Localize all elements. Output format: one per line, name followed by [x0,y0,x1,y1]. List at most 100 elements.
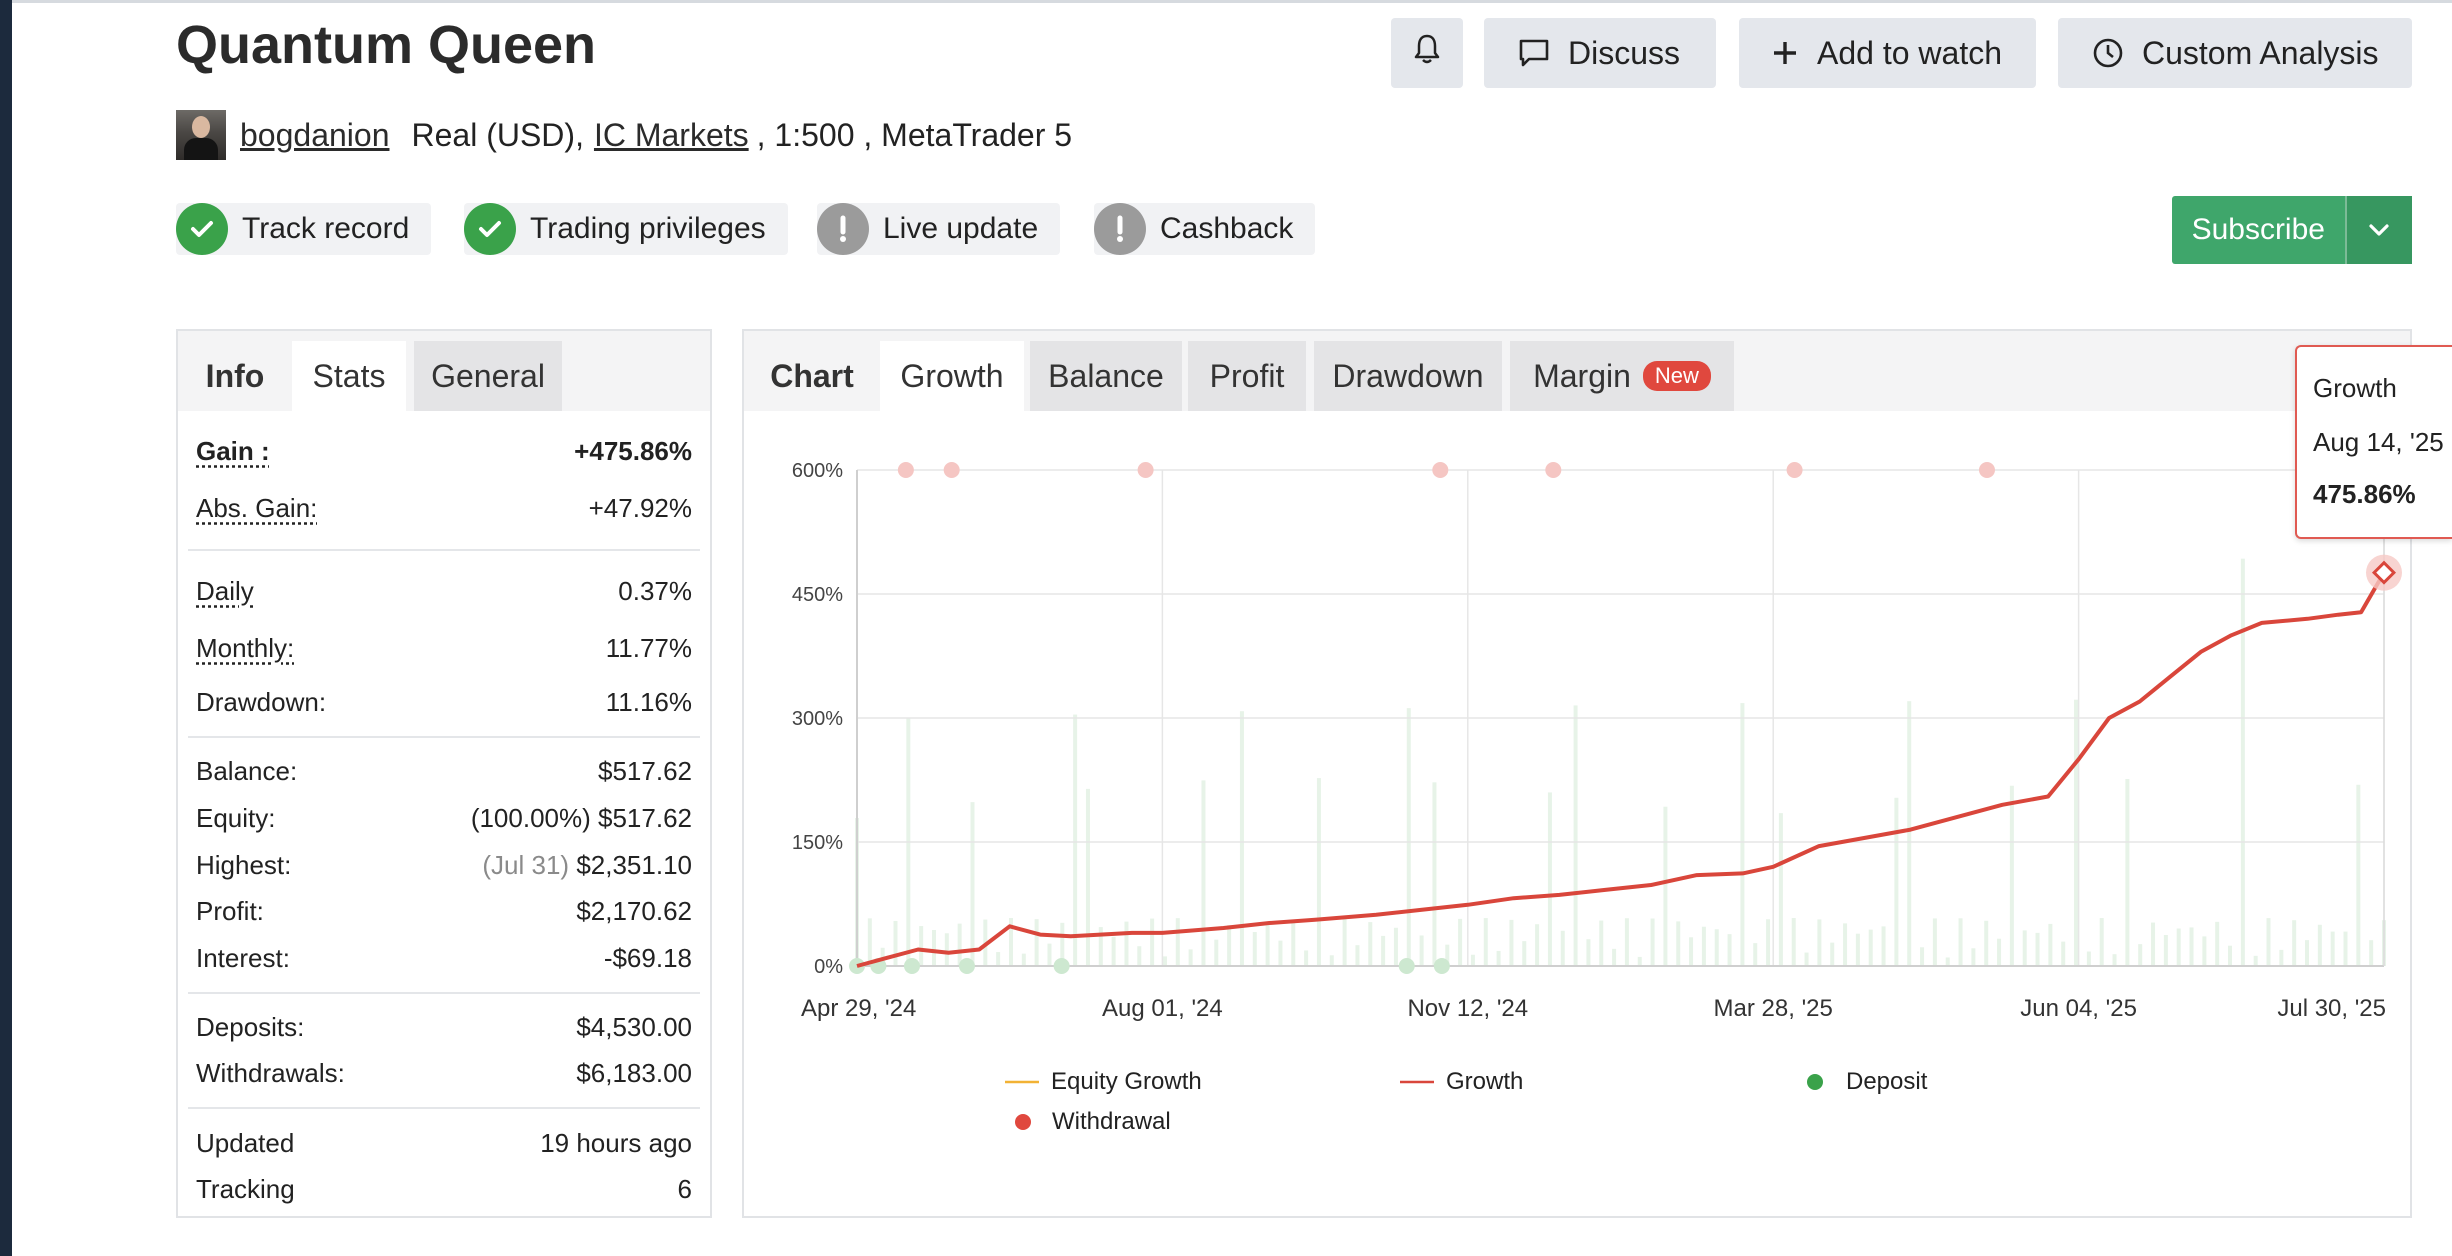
activity-bar [2112,954,2117,966]
chart-tabbar: Chart Growth Balance Profit Drawdown Mar… [744,331,2410,411]
add-to-watch-button[interactable]: Add to watch [1739,18,2036,88]
activity-bar [1137,946,1142,966]
activity-bar [2086,951,2091,966]
activity-bar [1008,918,1013,966]
stat-value: 0.37% [618,575,692,606]
activity-bar [1111,936,1116,966]
activity-bar [1778,813,1783,966]
stat-label: Profit: [196,895,264,926]
legend-equity-growth[interactable]: Equity Growth [1005,1068,1202,1096]
subscribe-button[interactable]: Subscribe [2172,196,2412,264]
activity-bar [1458,918,1463,966]
activity-bar [1034,919,1039,966]
stat-label[interactable]: Gain : [196,435,270,466]
custom-analysis-label: Custom Analysis [2142,34,2379,71]
x-tick-label: Mar 28, '25 [1714,995,1833,1022]
stat-value: 19 hours ago [540,1127,692,1158]
clock-icon [2092,37,2124,69]
stat-label: Deposits: [196,1011,305,1042]
tab-balance[interactable]: Balance [1030,341,1182,411]
tab-drawdown[interactable]: Drawdown [1314,341,1502,411]
tab-profit[interactable]: Profit [1188,341,1306,411]
legend-deposit[interactable]: Deposit [1806,1068,1927,1096]
badge-label: Cashback [1160,212,1294,245]
activity-bar [2099,918,2104,966]
stat-label[interactable]: Daily [196,575,254,606]
legend-growth[interactable]: Growth [1400,1068,1523,1096]
withdrawal-marker [943,462,960,478]
stat-label[interactable]: Monthly: [196,632,295,663]
legend-label: Equity Growth [1051,1068,1202,1095]
stat-value: $2,170.62 [576,895,692,926]
badge-live-update[interactable]: Live update [817,203,1061,255]
activity-bar [1753,943,1758,966]
chart-tooltip: Growth Aug 14, '25 475.86% [2295,345,2452,539]
activity-bar [1804,952,1809,966]
withdrawal-marker [897,462,914,478]
x-tick-label: Aug 01, '24 [1102,995,1223,1022]
discuss-button[interactable]: Discuss [1484,18,1716,88]
badge-trading-privileges[interactable]: Trading privileges [464,203,788,255]
activity-bar [1663,806,1668,966]
stat-value: 11.77% [605,632,692,663]
notification-button[interactable] [1391,18,1463,88]
y-tick-label: 600% [792,460,843,482]
page-title: Quantum Queen [176,15,597,75]
activity-bar [1124,921,1129,966]
growth-line [856,571,2386,968]
activity-bar [2215,921,2220,966]
x-tick-label: Apr 29, '24 [801,995,916,1022]
legend-withdrawal[interactable]: Withdrawal [1014,1108,1171,1136]
tab-margin[interactable]: Margin New [1510,341,1734,411]
activity-bar [2163,935,2168,966]
stat-equity: Equity: (100.00%) $517.62 [196,798,692,838]
equity-percent: (100.00%) [470,802,591,833]
activity-bar [2061,941,2066,966]
stat-deposits: Deposits: $4,530.00 [196,1007,692,1047]
stat-label[interactable]: Abs. Gain: [196,492,318,523]
activity-bar [1676,921,1681,966]
tab-stats[interactable]: Stats [292,341,406,411]
hover-point [2371,560,2397,585]
custom-analysis-button[interactable]: Custom Analysis [2058,18,2412,88]
activity-bar [1932,918,1937,966]
new-badge: New [1642,361,1711,391]
avatar[interactable] [176,110,226,160]
stat-daily: Daily 0.37% [196,571,692,611]
author-link[interactable]: bogdanion [240,116,390,153]
stat-label: Drawdown: [196,686,327,717]
activity-bar [1239,711,1244,966]
activity-bar [1971,948,1976,966]
discuss-label: Discuss [1568,34,1681,71]
activity-bar [1714,929,1719,966]
activity-bar [1098,927,1103,966]
stat-abs-gain: Abs. Gain: +47.92% [196,488,692,528]
activity-bar [1188,949,1193,966]
badge-cashback[interactable]: Cashback [1094,203,1316,255]
stat-monthly: Monthly: 11.77% [196,628,692,668]
activity-bar [1162,956,1167,966]
deposit-marker [958,958,975,974]
stat-value: -$69.18 [603,942,692,973]
activity-bar [1522,941,1527,966]
account-details: , 1:500 , MetaTrader 5 [756,116,1073,153]
activity-bar [867,918,872,966]
activity-bar [1894,797,1899,966]
tab-chart[interactable]: Chart [770,357,854,394]
activity-bar [1855,933,1860,966]
activity-bar [1689,937,1694,966]
tab-info[interactable]: Info [205,357,265,394]
tab-growth[interactable]: Growth [880,341,1024,411]
broker-link[interactable]: IC Markets [593,116,749,153]
stat-value: 6 [677,1173,692,1204]
divider [188,1107,700,1109]
activity-bar [1201,780,1206,966]
deposit-marker [1053,958,1070,974]
stat-label: Highest: [196,849,292,880]
badge-track-record[interactable]: Track record [176,203,432,255]
tab-general[interactable]: General [414,341,562,411]
chevron-down-icon[interactable] [2344,196,2412,264]
activity-bar [1381,935,1386,966]
activity-bar [1740,703,1745,966]
stat-label: Tracking [196,1173,295,1204]
